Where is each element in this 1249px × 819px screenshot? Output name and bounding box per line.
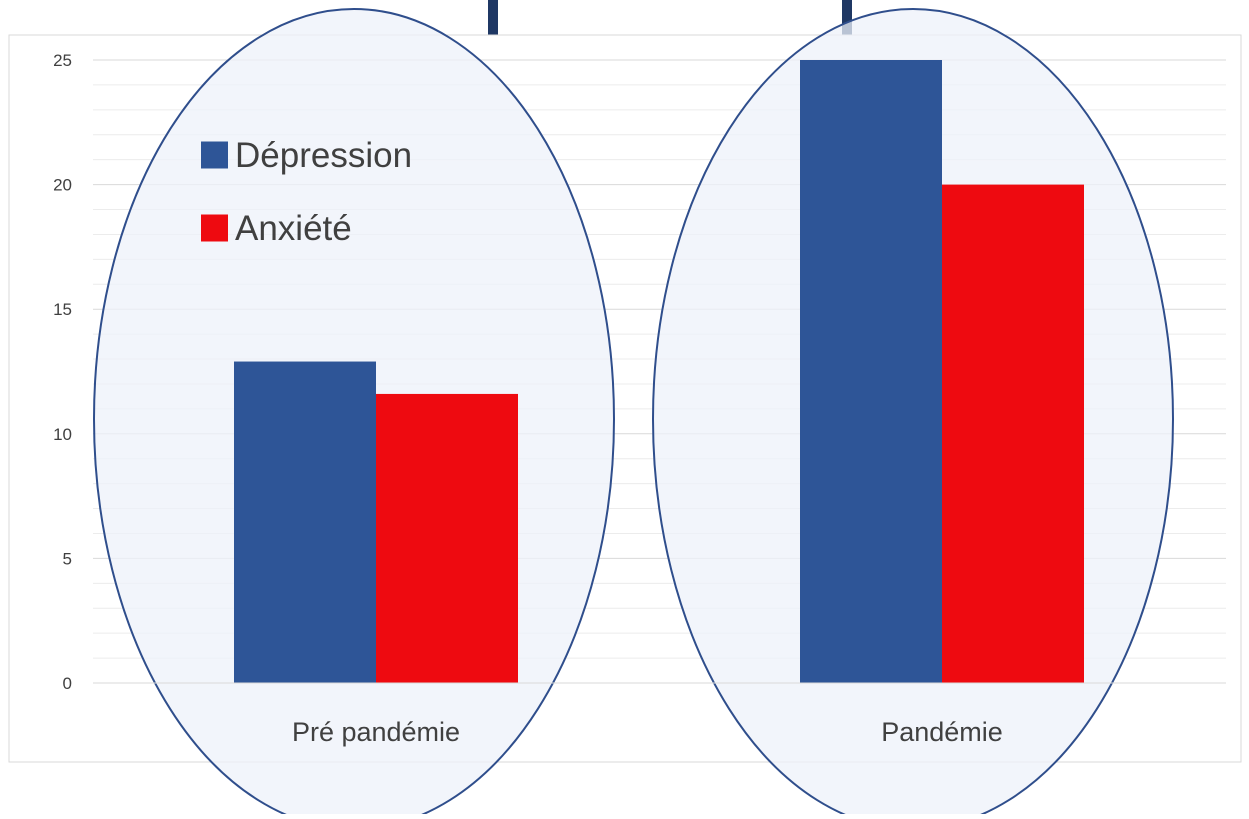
- bar-d-pression-2: [800, 60, 942, 683]
- y-tick-label: 0: [63, 674, 72, 693]
- title-fragment-1: [488, 0, 498, 50]
- bar-d-pression-1: [234, 361, 376, 683]
- legend-label-2: Anxiété: [235, 209, 352, 248]
- bar-anxi-t--2: [942, 184, 1084, 683]
- bar-anxi-t--1: [376, 393, 518, 683]
- y-axis-ticks: 0 5 10 15 20 25: [53, 51, 72, 693]
- y-tick-label: 20: [53, 176, 72, 195]
- legend-label-1: Dépression: [235, 136, 412, 175]
- y-tick-label: 15: [53, 300, 72, 319]
- y-tick-label: 25: [53, 51, 72, 70]
- x-category-label: Pré pandémie: [292, 717, 460, 747]
- y-tick-label: 10: [53, 425, 72, 444]
- legend: Dépression Anxiété: [201, 136, 412, 248]
- x-axis-labels: Pré pandémie Pandémie: [292, 717, 1003, 747]
- y-tick-label: 5: [63, 549, 72, 568]
- x-category-label: Pandémie: [881, 717, 1003, 747]
- bars: [93, 60, 1226, 684]
- legend-swatch-1: [201, 141, 228, 169]
- legend-swatch-2: [201, 214, 228, 242]
